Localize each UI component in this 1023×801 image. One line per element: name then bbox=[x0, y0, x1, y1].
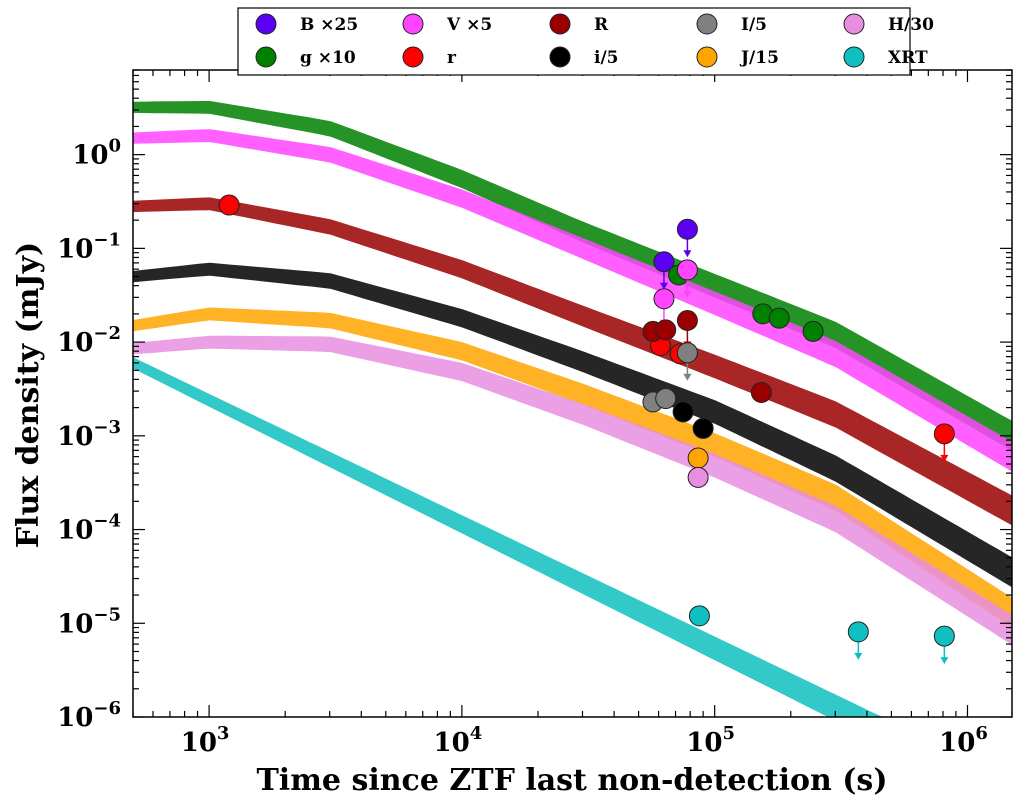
data-point-r bbox=[218, 194, 240, 216]
x-axis-title: Time since ZTF last non-detection (s) bbox=[256, 763, 887, 798]
y-tick-label: 10−3 bbox=[57, 417, 121, 452]
data-point-xrt bbox=[688, 605, 710, 627]
data-point-j-15 bbox=[687, 447, 709, 469]
data-point-h-30 bbox=[687, 466, 709, 488]
data-points bbox=[218, 194, 955, 665]
data-point-r bbox=[933, 423, 955, 445]
data-point-b-25 bbox=[676, 218, 698, 240]
legend-marker-b-25 bbox=[255, 13, 277, 35]
legend-label-g-10: g ×10 bbox=[300, 48, 356, 68]
model-bands bbox=[133, 101, 1012, 717]
tick-labels: 103 104 105 106 100 10−1 10−2 10−3 10−4 10−5 10−6 bbox=[57, 136, 988, 758]
legend-label-h-30: H/30 bbox=[888, 15, 934, 35]
data-point-v-5 bbox=[653, 288, 675, 310]
legend-marker-h-30 bbox=[843, 13, 865, 35]
y-tick-label: 10−2 bbox=[57, 323, 121, 358]
data-point-g-10 bbox=[802, 320, 824, 342]
data-point-i-5 bbox=[676, 342, 698, 364]
legend-label-r: r bbox=[447, 48, 457, 68]
legend: B ×25 V ×5 R I/5 H/30 g ×10 r i/5 J/15 XRT bbox=[237, 7, 934, 76]
data-point-i-5 bbox=[655, 388, 677, 410]
upper-limit-arrowhead bbox=[940, 657, 949, 665]
x-tick-label: 106 bbox=[939, 723, 988, 758]
legend-marker-xrt bbox=[843, 46, 865, 68]
legend-marker-r bbox=[549, 13, 571, 35]
legend-marker-r bbox=[402, 46, 424, 68]
legend-label-i-5: i/5 bbox=[594, 48, 619, 68]
x-tick-label: 104 bbox=[434, 723, 483, 758]
upper-limit-arrowhead bbox=[854, 652, 863, 660]
data-point-i-5 bbox=[692, 417, 714, 439]
y-tick-label: 10−1 bbox=[57, 229, 121, 264]
y-tick-label: 100 bbox=[72, 136, 121, 171]
upper-limit-arrowhead bbox=[659, 282, 668, 290]
y-axis-title: Flux density (mJy) bbox=[11, 242, 46, 549]
legend-label-j-15: J/15 bbox=[739, 48, 779, 68]
legend-marker-j-15 bbox=[696, 46, 718, 68]
legend-label-r: R bbox=[594, 15, 609, 35]
data-point-i-5 bbox=[672, 401, 694, 423]
legend-marker-g-10 bbox=[255, 46, 277, 68]
data-point-g-10 bbox=[768, 307, 790, 329]
legend-label-b-25: B ×25 bbox=[300, 15, 358, 35]
x-tick-label: 103 bbox=[181, 723, 230, 758]
legend-marker-i-5 bbox=[549, 46, 571, 68]
legend-label-xrt: XRT bbox=[888, 48, 928, 68]
y-tick-label: 10−4 bbox=[57, 511, 121, 546]
legend-label-i-5: I/5 bbox=[741, 15, 767, 35]
legend-marker-v-5 bbox=[402, 13, 424, 35]
upper-limit-arrowhead bbox=[940, 454, 949, 462]
y-tick-label: 10−5 bbox=[57, 604, 121, 639]
y-tick-label: 10−6 bbox=[57, 698, 121, 733]
data-point-xrt bbox=[933, 625, 955, 647]
x-tick-label: 105 bbox=[686, 723, 735, 758]
legend-label-v-5: V ×5 bbox=[446, 15, 492, 35]
legend-marker-i-5 bbox=[696, 13, 718, 35]
model-band-xrt bbox=[133, 357, 883, 717]
upper-limit-arrowhead bbox=[683, 290, 692, 298]
data-point-b-25 bbox=[653, 251, 675, 273]
data-point-r bbox=[655, 319, 677, 341]
upper-limit-arrowhead bbox=[683, 250, 692, 258]
data-point-r bbox=[676, 309, 698, 331]
data-point-r bbox=[750, 381, 772, 403]
data-point-xrt bbox=[847, 621, 869, 643]
legend-box bbox=[237, 7, 911, 76]
upper-limit-arrowhead bbox=[683, 373, 692, 381]
data-point-v-5 bbox=[676, 259, 698, 281]
